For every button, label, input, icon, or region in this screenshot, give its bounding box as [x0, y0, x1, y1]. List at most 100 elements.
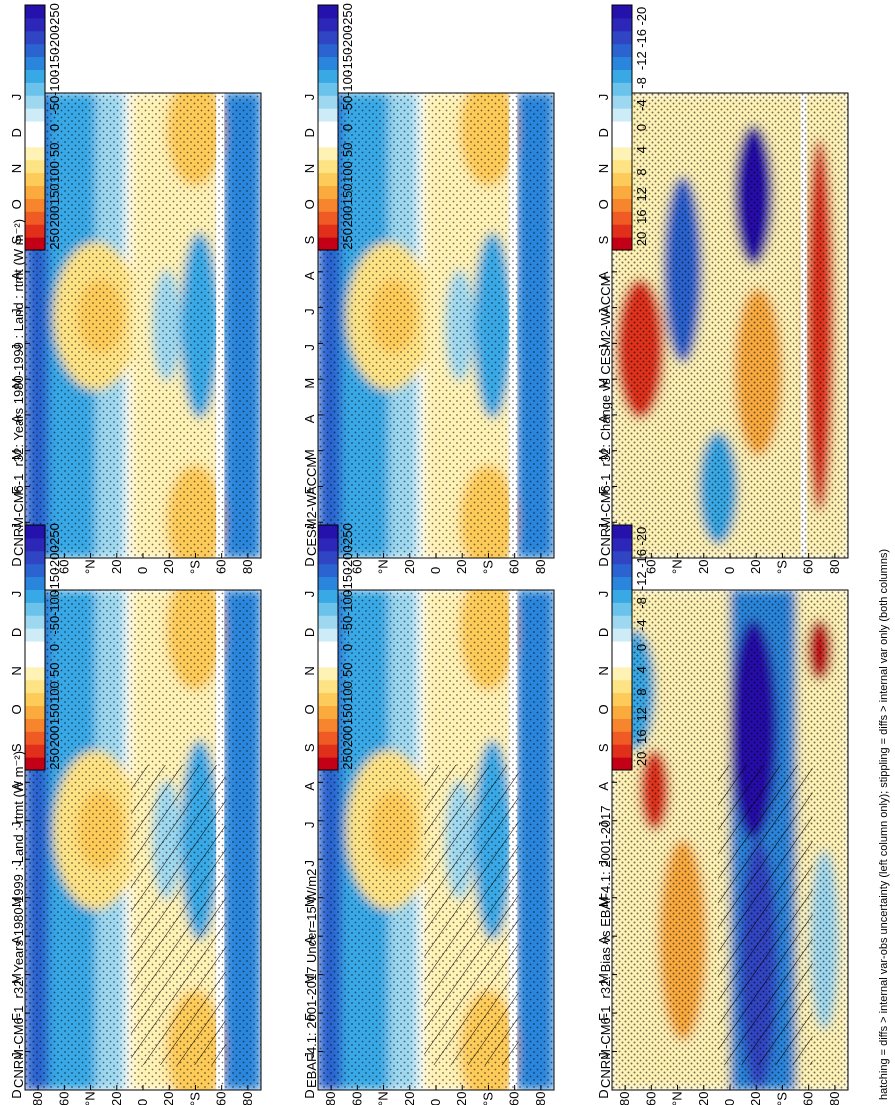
- colorbar-swatch: [612, 43, 632, 58]
- colorbar-tick: 0: [634, 124, 649, 131]
- colorbar-swatch: [318, 731, 338, 745]
- lat-tick: 80: [827, 1092, 842, 1105]
- colorbar-tick: -50: [47, 96, 62, 115]
- month-tick: J: [9, 308, 24, 315]
- lat-tick: 20: [402, 1092, 417, 1105]
- month-tick: M: [596, 973, 611, 984]
- month-tick: D: [302, 128, 317, 137]
- colorbar-swatch: [612, 731, 632, 745]
- lat-tick: °S: [187, 560, 202, 574]
- month-tick: J: [302, 591, 317, 598]
- lat-tick: 20: [454, 1092, 469, 1105]
- colorbar-tick: -100: [340, 70, 355, 96]
- month-tick: M: [9, 973, 24, 984]
- month-tick: A: [9, 414, 24, 423]
- colorbar-tick: 150: [47, 183, 62, 205]
- month-tick: M: [596, 378, 611, 389]
- month-tick: J: [302, 308, 317, 315]
- colorbar-tick: 20: [634, 752, 649, 766]
- lat-tick: 80: [827, 560, 842, 574]
- colorbar-swatch: [318, 95, 338, 109]
- month-tick: J: [9, 860, 24, 867]
- colorbar-swatch: [25, 692, 45, 707]
- colorbar-swatch: [318, 705, 338, 719]
- colorbar-swatch: [318, 718, 338, 732]
- lat-tick: °S: [774, 1092, 789, 1105]
- lat-tick: °N: [83, 1091, 98, 1105]
- panel-title: CNRM-CM6-1_r32: Years 1980-1999 : Land :…: [11, 219, 26, 556]
- colorbar-tick: 250: [47, 748, 62, 770]
- month-tick: J: [302, 822, 317, 829]
- lat-tick: °S: [774, 560, 789, 574]
- month-tick: D: [9, 557, 24, 566]
- month-tick: N: [9, 164, 24, 173]
- colorbar-swatch: [318, 146, 338, 161]
- lat-tick: 20: [109, 1092, 124, 1105]
- month-tick: M: [9, 896, 24, 907]
- colorbar-tick: -50: [340, 616, 355, 635]
- month-tick: S: [596, 743, 611, 752]
- colorbar-swatch: [25, 133, 45, 148]
- colorbar-swatch: [612, 56, 632, 70]
- colorbar-tick: 8: [634, 688, 649, 695]
- month-tick: J: [302, 1052, 317, 1059]
- lat-tick: 60: [56, 560, 71, 574]
- colorbar-swatch: [318, 121, 338, 135]
- colorbar-swatch: [612, 30, 632, 45]
- colorbar-swatch: [25, 615, 45, 629]
- lat-tick: 20: [454, 560, 469, 574]
- lat-tick: °N: [376, 1091, 391, 1105]
- colorbar-swatch: [318, 185, 338, 199]
- lat-tick: 20: [161, 560, 176, 574]
- colorbar-swatch: [318, 198, 338, 212]
- colorbar-tick: -250: [47, 523, 62, 549]
- month-tick: F: [9, 1013, 24, 1021]
- colorbar-tick: -250: [47, 3, 62, 29]
- month-tick: S: [9, 235, 24, 244]
- colorbar-swatch: [318, 628, 338, 642]
- colorbar-swatch: [318, 172, 338, 187]
- month-tick: J: [302, 94, 317, 101]
- month-tick: D: [302, 557, 317, 566]
- colorbar-swatch: [318, 679, 338, 694]
- colorbar-tick: -50: [340, 96, 355, 115]
- month-tick: J: [596, 94, 611, 101]
- colorbar-swatch: [25, 757, 45, 771]
- colorbar-swatch: [612, 172, 632, 187]
- colorbar-swatch: [25, 589, 45, 603]
- month-tick: J: [9, 94, 24, 101]
- colorbar-swatch: [318, 653, 338, 668]
- panel-6: 8060°N20020°S6080DJFMAMJJASONDJCNRM-CM6-…: [596, 92, 849, 574]
- month-tick: J: [596, 308, 611, 315]
- colorbar-swatch: [612, 69, 632, 83]
- colorbar-swatch: [318, 224, 338, 238]
- lat-tick: 60: [214, 1092, 229, 1105]
- month-tick: M: [9, 449, 24, 460]
- month-tick: F: [596, 486, 611, 494]
- colorbar-tick: 150: [340, 703, 355, 725]
- month-tick: N: [596, 164, 611, 173]
- colorbar-tick: 50: [340, 663, 355, 677]
- colorbar-tick: 0: [47, 644, 62, 651]
- colorbar-swatch: [612, 576, 632, 590]
- colorbar: 20 16 12 8 4 0 -4 -8 -12 -16 -20: [611, 524, 649, 771]
- colorbar-swatch: [318, 602, 338, 616]
- colorbar-swatch: [612, 653, 632, 668]
- colorbar-swatch: [25, 628, 45, 642]
- colorbar-swatch: [25, 576, 45, 590]
- colorbar-swatch: [612, 211, 632, 225]
- colorbar-swatch: [612, 224, 632, 238]
- colorbar-tick: 0: [634, 644, 649, 651]
- lat-tick: 0: [722, 567, 737, 574]
- colorbar-swatch: [318, 589, 338, 603]
- colorbar-swatch: [318, 641, 338, 655]
- colorbar-swatch: [318, 17, 338, 32]
- month-tick: J: [596, 822, 611, 829]
- colorbar-swatch: [612, 550, 632, 565]
- lat-tick: °S: [480, 560, 495, 574]
- colorbar-swatch: [318, 82, 338, 96]
- lat-tick: 80: [533, 560, 548, 574]
- colorbar-tick: 0: [340, 124, 355, 131]
